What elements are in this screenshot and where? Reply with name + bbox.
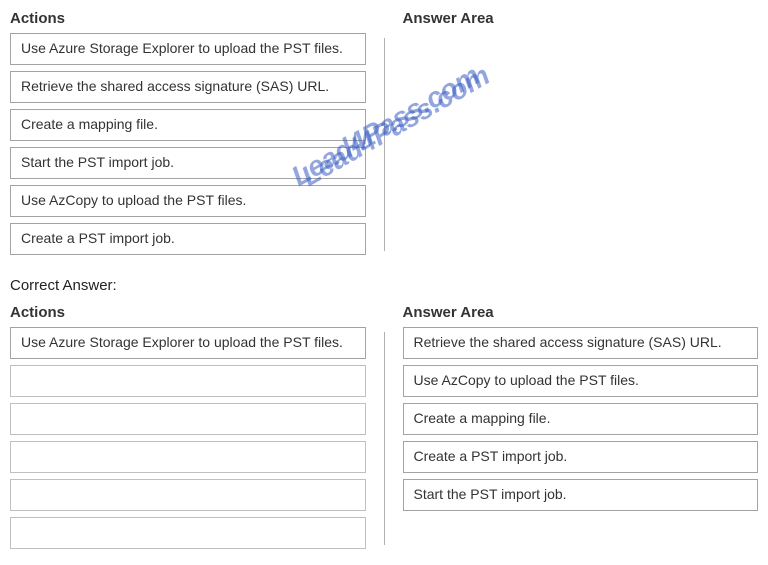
answer-item[interactable]: Start the PST import job.	[403, 479, 759, 511]
action-item[interactable]: Start the PST import job.	[10, 147, 366, 179]
actions-column-bottom: Actions Use Azure Storage Explorer to up…	[10, 304, 366, 555]
answer-item[interactable]: Retrieve the shared access signature (SA…	[403, 327, 759, 359]
answer-column-top: Answer Area	[403, 10, 759, 33]
empty-slot[interactable]	[10, 517, 366, 549]
answer-item[interactable]: Create a mapping file.	[403, 403, 759, 435]
answer-column-bottom: Answer Area Retrieve the shared access s…	[403, 304, 759, 517]
answer-area-heading: Answer Area	[403, 10, 759, 27]
action-item[interactable]: Use Azure Storage Explorer to upload the…	[10, 327, 366, 359]
action-item[interactable]: Use AzCopy to upload the PST files.	[10, 185, 366, 217]
actions-heading: Actions	[10, 10, 366, 27]
answer-item[interactable]: Use AzCopy to upload the PST files.	[403, 365, 759, 397]
empty-slot[interactable]	[10, 403, 366, 435]
answer-item[interactable]: Create a PST import job.	[403, 441, 759, 473]
action-item[interactable]: Create a PST import job.	[10, 223, 366, 255]
answer-section: Actions Use Azure Storage Explorer to up…	[10, 304, 758, 555]
action-item[interactable]: Create a mapping file.	[10, 109, 366, 141]
empty-slot[interactable]	[10, 365, 366, 397]
empty-slot[interactable]	[10, 479, 366, 511]
empty-slot[interactable]	[10, 441, 366, 473]
answer-area-heading: Answer Area	[403, 304, 759, 321]
action-item[interactable]: Use Azure Storage Explorer to upload the…	[10, 33, 366, 65]
column-divider	[384, 332, 385, 545]
actions-heading: Actions	[10, 304, 366, 321]
question-section: Actions Use Azure Storage Explorer to up…	[10, 10, 758, 261]
correct-answer-label: Correct Answer:	[10, 277, 758, 294]
column-divider	[384, 38, 385, 251]
action-item[interactable]: Retrieve the shared access signature (SA…	[10, 71, 366, 103]
actions-column-top: Actions Use Azure Storage Explorer to up…	[10, 10, 366, 261]
